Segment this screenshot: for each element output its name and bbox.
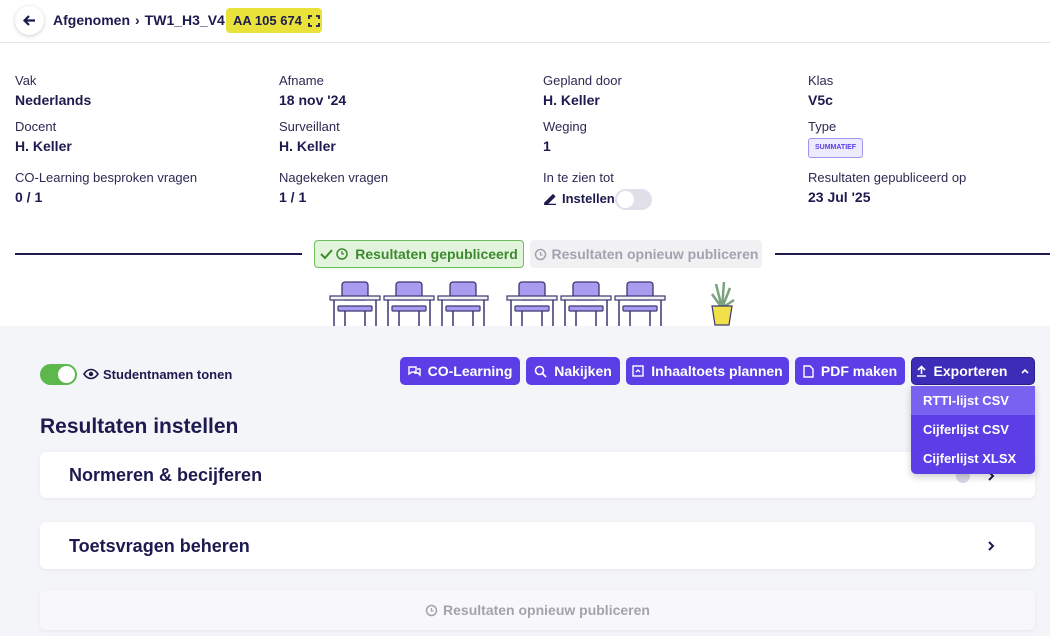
toggle-on[interactable]	[40, 364, 77, 385]
pdf-button[interactable]: PDF maken	[795, 357, 905, 385]
footer-label: Resultaten opnieuw publiceren	[443, 602, 650, 618]
field-value: H. Keller	[279, 138, 336, 154]
field-value: V5c	[808, 92, 833, 108]
toggle-label: Studentnamen tonen	[103, 367, 233, 382]
button-label: Inhaaltoets plannen	[651, 363, 783, 379]
card-title: Normeren & becijferen	[69, 465, 263, 485]
field-label: Vak	[15, 73, 37, 88]
back-button[interactable]	[15, 6, 44, 35]
field-label: Type	[808, 119, 837, 134]
field-value: 1 / 1	[279, 189, 307, 205]
menu-option[interactable]: Cijferlijst CSV	[923, 422, 1009, 437]
button-icon	[534, 365, 547, 378]
classroom-illustration	[329, 281, 735, 327]
field-label: Surveillant	[279, 119, 340, 134]
field-value: 18 nov '24	[279, 92, 347, 108]
field-label: In te zien tot	[543, 170, 614, 185]
field-label: Klas	[808, 73, 834, 88]
back-icon	[22, 15, 35, 26]
menu-option[interactable]: Cijferlijst XLSX	[923, 451, 1017, 466]
published-status: Resultaten gepubliceerd	[314, 240, 524, 268]
field-value: H. Keller	[15, 138, 72, 154]
toggle-knob	[58, 366, 75, 383]
status-line	[15, 253, 302, 255]
republish-footer[interactable]: Resultaten opnieuw publiceren	[40, 590, 1035, 630]
inhaaltoets-button[interactable]: Inhaaltoets plannen	[626, 357, 789, 385]
field-value[interactable]: Instellen	[562, 191, 615, 206]
field-label: Afname	[279, 73, 324, 88]
pencil-icon	[543, 193, 556, 205]
field-label: Nagekeken vragen	[279, 170, 389, 185]
co-learning-button[interactable]: CO-Learning	[400, 357, 520, 385]
field-value: Nederlands	[15, 92, 92, 108]
field-label: Gepland door	[543, 73, 622, 88]
eye-icon	[83, 368, 99, 380]
breadcrumb-current: TW1_H3_V4	[144, 12, 225, 28]
clock-icon	[425, 604, 438, 616]
field-value: 0 / 1	[15, 189, 43, 205]
header-divider	[0, 42, 1050, 43]
button-icon	[632, 365, 644, 377]
settings-card[interactable]: Toetsvragen beheren	[40, 522, 1035, 569]
caret-up	[1021, 368, 1030, 374]
button-label: Exporteren	[933, 363, 1008, 379]
test-code: AA 105 674	[233, 13, 302, 28]
field-label: Weging	[543, 119, 587, 134]
published-label: Resultaten gepubliceerd	[355, 246, 518, 262]
toggle-knob	[617, 191, 634, 208]
card-title: Toetsvragen beheren	[69, 536, 250, 556]
export-menu: RTTI-lijst CSV Cijferlijst CSV Cijferlij…	[911, 386, 1035, 474]
button-icon	[803, 364, 814, 378]
republish-button[interactable]: Resultaten opnieuw publiceren	[530, 240, 762, 268]
settings-card[interactable]: Normeren & becijferen	[40, 452, 1035, 498]
export-button[interactable]: Exporteren	[911, 357, 1035, 385]
breadcrumb-link[interactable]: Afgenomen	[53, 12, 130, 28]
breadcrumb-separator: ›	[135, 12, 140, 28]
field-value: 23 Jul '25	[808, 189, 871, 205]
field-value: 1	[543, 138, 551, 154]
expand-icon	[308, 14, 320, 27]
nakijken-button[interactable]: Nakijken	[526, 357, 620, 385]
field-value: H. Keller	[543, 92, 600, 108]
button-label: PDF maken	[820, 363, 898, 379]
upload-icon	[916, 365, 926, 377]
section-title: Resultaten instellen	[40, 415, 239, 438]
button-icon	[407, 366, 421, 377]
republish-label: Resultaten opnieuw publiceren	[551, 246, 759, 262]
top-panel	[0, 0, 1050, 326]
field-label: Docent	[15, 119, 57, 134]
test-code-badge[interactable]: AA 105 674	[226, 8, 322, 33]
button-label: CO-Learning	[427, 363, 513, 379]
menu-option[interactable]: RTTI-lijst CSV	[911, 386, 1035, 415]
check-icon	[320, 248, 348, 260]
chevron	[988, 541, 995, 551]
clock-icon	[534, 248, 546, 260]
status-line	[775, 253, 1050, 255]
button-label: Nakijken	[554, 363, 612, 379]
field-label: CO-Learning besproken vragen	[15, 170, 198, 185]
toggle-off[interactable]	[615, 189, 652, 210]
field-label: Resultaten gepubliceerd op	[808, 170, 967, 185]
breadcrumb: Afgenomen › TW1_H3_V4	[53, 12, 225, 28]
type-badge: SUMMATIEF	[808, 138, 864, 158]
